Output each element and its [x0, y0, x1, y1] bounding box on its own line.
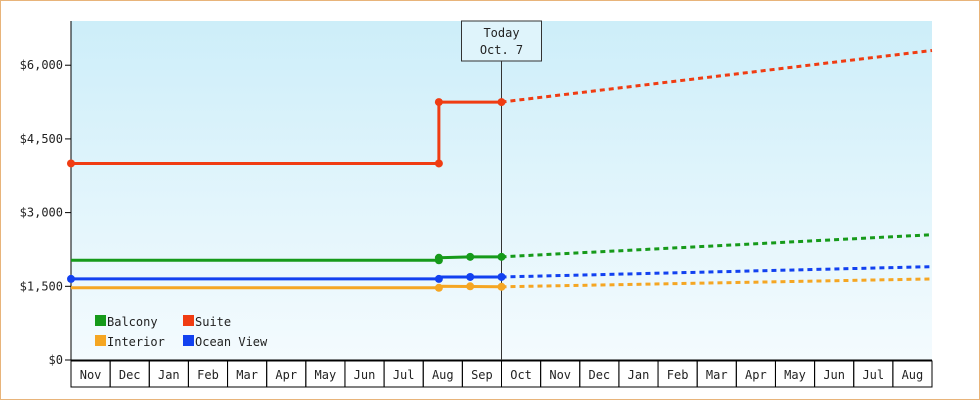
- x-tick-label: Feb: [667, 368, 689, 382]
- x-tick-label: Jan: [158, 368, 180, 382]
- x-tick-label: Mar: [236, 368, 258, 382]
- series-suite-point: [434, 159, 443, 168]
- x-tick-label: May: [315, 368, 337, 382]
- x-tick-label: Jun: [354, 368, 376, 382]
- series-balcony-point: [497, 252, 506, 261]
- x-tick-label: Apr: [275, 368, 297, 382]
- y-tick-label: $1,500: [20, 279, 63, 293]
- legend-label-suite: Suite: [195, 315, 231, 329]
- series-interior-point: [434, 283, 443, 292]
- today-label: Today: [483, 26, 519, 40]
- x-tick-label: Sep: [471, 368, 493, 382]
- series-balcony-point: [466, 252, 475, 261]
- x-tick-label: May: [784, 368, 806, 382]
- series-interior-point: [497, 282, 506, 291]
- legend-swatch-suite: [183, 315, 194, 326]
- x-month-cell: [892, 360, 933, 388]
- x-tick-label: Nov: [549, 368, 571, 382]
- series-suite-point: [497, 98, 506, 107]
- x-tick-label: Jul: [393, 368, 415, 382]
- x-tick-label: Jan: [628, 368, 650, 382]
- series-suite-point: [434, 98, 443, 107]
- series-ocean-view-point: [466, 272, 475, 281]
- series-interior-point: [466, 282, 475, 291]
- today-callout: [461, 20, 542, 62]
- y-tick-label: $4,500: [20, 132, 63, 146]
- y-tick-label: $6,000: [20, 58, 63, 72]
- x-tick-label: Jul: [862, 368, 884, 382]
- legend-label-ocean-view: Ocean View: [195, 335, 268, 349]
- series-ocean-view-point: [434, 274, 443, 283]
- legend-label-interior: Interior: [107, 335, 165, 349]
- legend-swatch-ocean-view: [183, 335, 194, 346]
- today-date: Oct. 7: [480, 43, 523, 57]
- x-tick-label: Oct: [510, 368, 532, 382]
- x-tick-label: Dec: [588, 368, 610, 382]
- legend-label-balcony: Balcony: [107, 315, 158, 329]
- series-ocean-view-point: [67, 274, 75, 283]
- y-tick-label: $3,000: [20, 206, 63, 220]
- legend-swatch-interior: [95, 335, 106, 346]
- x-tick-label: Apr: [745, 368, 767, 382]
- series-balcony-point: [434, 253, 443, 262]
- x-tick-label: Feb: [197, 368, 219, 382]
- series-ocean-view-point: [497, 272, 506, 281]
- x-tick-label: Aug: [902, 368, 924, 382]
- series-suite-line: [71, 100, 502, 165]
- x-tick-label: Dec: [119, 368, 141, 382]
- x-tick-label: Nov: [80, 368, 102, 382]
- y-tick-label: $0: [49, 353, 63, 367]
- x-tick-label: Aug: [432, 368, 454, 382]
- legend-swatch-balcony: [95, 315, 106, 326]
- series-suite-point: [67, 159, 75, 168]
- x-tick-label: Jun: [823, 368, 845, 382]
- series-suite-forecast: [501, 48, 933, 104]
- x-tick-label: Mar: [706, 368, 728, 382]
